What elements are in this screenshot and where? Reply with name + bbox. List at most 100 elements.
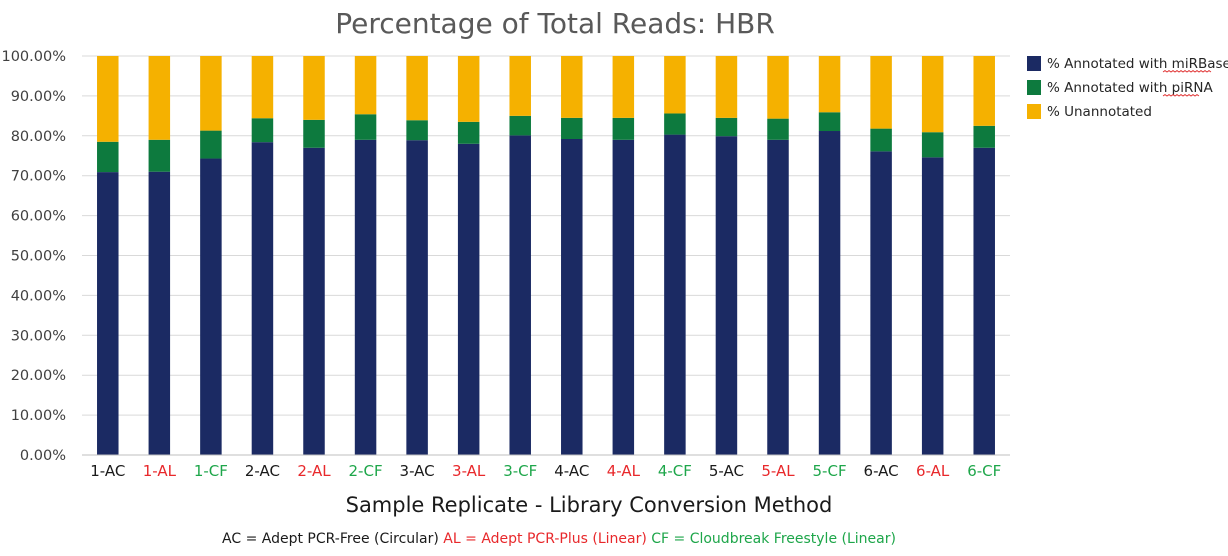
x-tick-label: 1-AL bbox=[143, 462, 177, 480]
footnote-al: AL = Adept PCR-Plus (Linear) bbox=[439, 531, 647, 547]
bar-segment-4-AC-series-1 bbox=[561, 117, 583, 139]
bar-segment-2-CF-series-2 bbox=[354, 56, 377, 115]
bar-segment-3-CF-series-1 bbox=[509, 115, 531, 136]
x-tick-label: 6-AL bbox=[916, 462, 950, 480]
bar-segment-3-AL-series-2 bbox=[457, 56, 480, 122]
bar-segment-4-AL-series-1 bbox=[612, 117, 635, 140]
bar-segment-2-CF-series-1 bbox=[354, 114, 377, 140]
bar-segment-1-AC-series-2 bbox=[97, 56, 119, 142]
bar-segment-6-AC-series-1 bbox=[870, 128, 892, 152]
legend-swatch bbox=[1027, 56, 1041, 71]
bar-segment-5-CF-series-0 bbox=[818, 131, 841, 455]
legend: % Annotated with miRBase % Annotated with… bbox=[1027, 56, 1228, 120]
x-tick-label: 5-AL bbox=[761, 462, 795, 480]
bar-segment-3-AL-series-1 bbox=[457, 121, 480, 144]
bar-segment-3-AL-series-0 bbox=[457, 143, 480, 455]
bars bbox=[97, 56, 995, 456]
x-tick-label: 3-CF bbox=[503, 462, 537, 480]
x-axis-label: Sample Replicate - Library Conversion Me… bbox=[346, 493, 833, 517]
bar-segment-5-CF-series-1 bbox=[818, 112, 841, 132]
method-footnote: AC = Adept PCR-Free (Circular) AL = Adep… bbox=[222, 531, 896, 547]
bar-segment-2-AC-series-0 bbox=[251, 142, 274, 455]
legend-label: % Annotated with miRBase bbox=[1047, 56, 1228, 72]
bar-segment-1-CF-series-0 bbox=[200, 158, 222, 456]
bar-segment-2-AL-series-2 bbox=[303, 56, 325, 120]
y-tick-label: 90.00% bbox=[11, 89, 66, 105]
bar-segment-6-AL-series-2 bbox=[921, 56, 944, 133]
y-tick-label: 40.00% bbox=[11, 288, 66, 304]
legend-swatch bbox=[1027, 104, 1041, 119]
bar-segment-6-AC-series-2 bbox=[870, 56, 892, 129]
bar-segment-6-AC-series-0 bbox=[870, 151, 892, 456]
x-tick-label: 3-AL bbox=[452, 462, 486, 480]
bar-segment-5-AL-series-0 bbox=[767, 139, 789, 456]
x-tick-label: 3-AC bbox=[400, 462, 435, 480]
legend-label: % Annotated with piRNA bbox=[1047, 80, 1213, 96]
x-tick-label: 1-CF bbox=[194, 462, 228, 480]
bar-segment-2-AL-series-0 bbox=[303, 147, 325, 455]
y-axis-ticks: 0.00% 10.00% 20.00% 30.00% 40.00% 50.00% 60.00… bbox=[1, 49, 66, 464]
bar-segment-6-AL-series-0 bbox=[921, 157, 944, 455]
x-tick-label: 5-AC bbox=[709, 462, 744, 480]
y-tick-label: 50.00% bbox=[11, 249, 66, 265]
bar-segment-1-AL-series-2 bbox=[148, 56, 171, 140]
bar-segment-2-AC-series-2 bbox=[251, 56, 274, 119]
bar-segment-4-CF-series-2 bbox=[664, 56, 686, 114]
y-tick-label: 80.00% bbox=[11, 129, 66, 145]
bar-segment-4-AL-series-0 bbox=[612, 139, 635, 456]
bar-segment-6-CF-series-1 bbox=[973, 125, 995, 148]
bar-segment-3-AC-series-1 bbox=[406, 120, 428, 141]
bar-segment-2-CF-series-0 bbox=[354, 139, 377, 456]
x-tick-label: 1-AC bbox=[90, 462, 125, 480]
footnote-ac: AC = Adept PCR-Free (Circular) bbox=[222, 531, 439, 547]
y-tick-label: 70.00% bbox=[11, 169, 66, 185]
y-tick-label: 0.00% bbox=[20, 448, 66, 464]
bar-segment-4-AC-series-2 bbox=[561, 56, 583, 118]
bar-segment-5-AC-series-0 bbox=[715, 136, 738, 455]
x-tick-label: 4-CF bbox=[658, 462, 692, 480]
spellcheck-squiggle bbox=[1162, 93, 1200, 97]
bar-segment-5-AC-series-1 bbox=[715, 117, 738, 137]
legend-label: % Unannotated bbox=[1047, 104, 1152, 120]
bar-segment-1-AC-series-1 bbox=[97, 141, 119, 173]
x-tick-label: 2-AL bbox=[297, 462, 331, 480]
y-tick-label: 100.00% bbox=[1, 49, 66, 65]
x-tick-label: 2-AC bbox=[245, 462, 280, 480]
bar-segment-5-CF-series-2 bbox=[818, 56, 841, 113]
bar-segment-4-AC-series-0 bbox=[561, 138, 583, 456]
bar-segment-3-CF-series-0 bbox=[509, 135, 531, 455]
y-tick-label: 30.00% bbox=[11, 328, 66, 344]
bar-segment-4-CF-series-1 bbox=[664, 113, 686, 135]
x-tick-label: 6-AC bbox=[864, 462, 899, 480]
x-tick-label: 2-CF bbox=[349, 462, 383, 480]
x-tick-label: 4-AC bbox=[554, 462, 589, 480]
bar-segment-3-AC-series-2 bbox=[406, 56, 428, 121]
bar-segment-3-CF-series-2 bbox=[509, 56, 531, 116]
x-tick-label: 5-CF bbox=[813, 462, 847, 480]
bar-segment-5-AL-series-2 bbox=[767, 56, 789, 119]
bar-segment-1-AC-series-0 bbox=[97, 172, 119, 456]
footnote-cf: CF = Cloudbreak Freestyle (Linear) bbox=[647, 531, 896, 547]
legend-swatch bbox=[1027, 80, 1041, 95]
bar-segment-5-AL-series-1 bbox=[767, 118, 789, 140]
bar-segment-2-AL-series-1 bbox=[303, 119, 325, 148]
x-tick-label: 4-AL bbox=[607, 462, 641, 480]
y-tick-label: 10.00% bbox=[11, 408, 66, 424]
x-axis-ticks: 1-AC 1-AL 1-CF 2-AC 2-AL 2-CF 3-AC 3-AL 3-CF 4-AC… bbox=[90, 462, 1001, 480]
bar-segment-1-CF-series-2 bbox=[200, 56, 222, 131]
gridlines bbox=[82, 55, 1010, 416]
x-tick-label: 6-CF bbox=[967, 462, 1001, 480]
bar-segment-1-AL-series-1 bbox=[148, 139, 171, 172]
chart-title: Percentage of Total Reads: HBR bbox=[335, 7, 775, 40]
bar-segment-6-CF-series-2 bbox=[973, 56, 995, 126]
bar-segment-1-CF-series-1 bbox=[200, 130, 222, 159]
bar-segment-2-AC-series-1 bbox=[251, 118, 274, 143]
bar-segment-5-AC-series-2 bbox=[715, 56, 738, 118]
y-tick-label: 60.00% bbox=[11, 209, 66, 225]
bar-segment-1-AL-series-0 bbox=[148, 171, 171, 455]
bar-segment-3-AC-series-0 bbox=[406, 140, 428, 455]
spellcheck-squiggle bbox=[1162, 69, 1212, 73]
y-tick-label: 20.00% bbox=[11, 368, 66, 384]
bar-segment-4-AL-series-2 bbox=[612, 56, 635, 118]
